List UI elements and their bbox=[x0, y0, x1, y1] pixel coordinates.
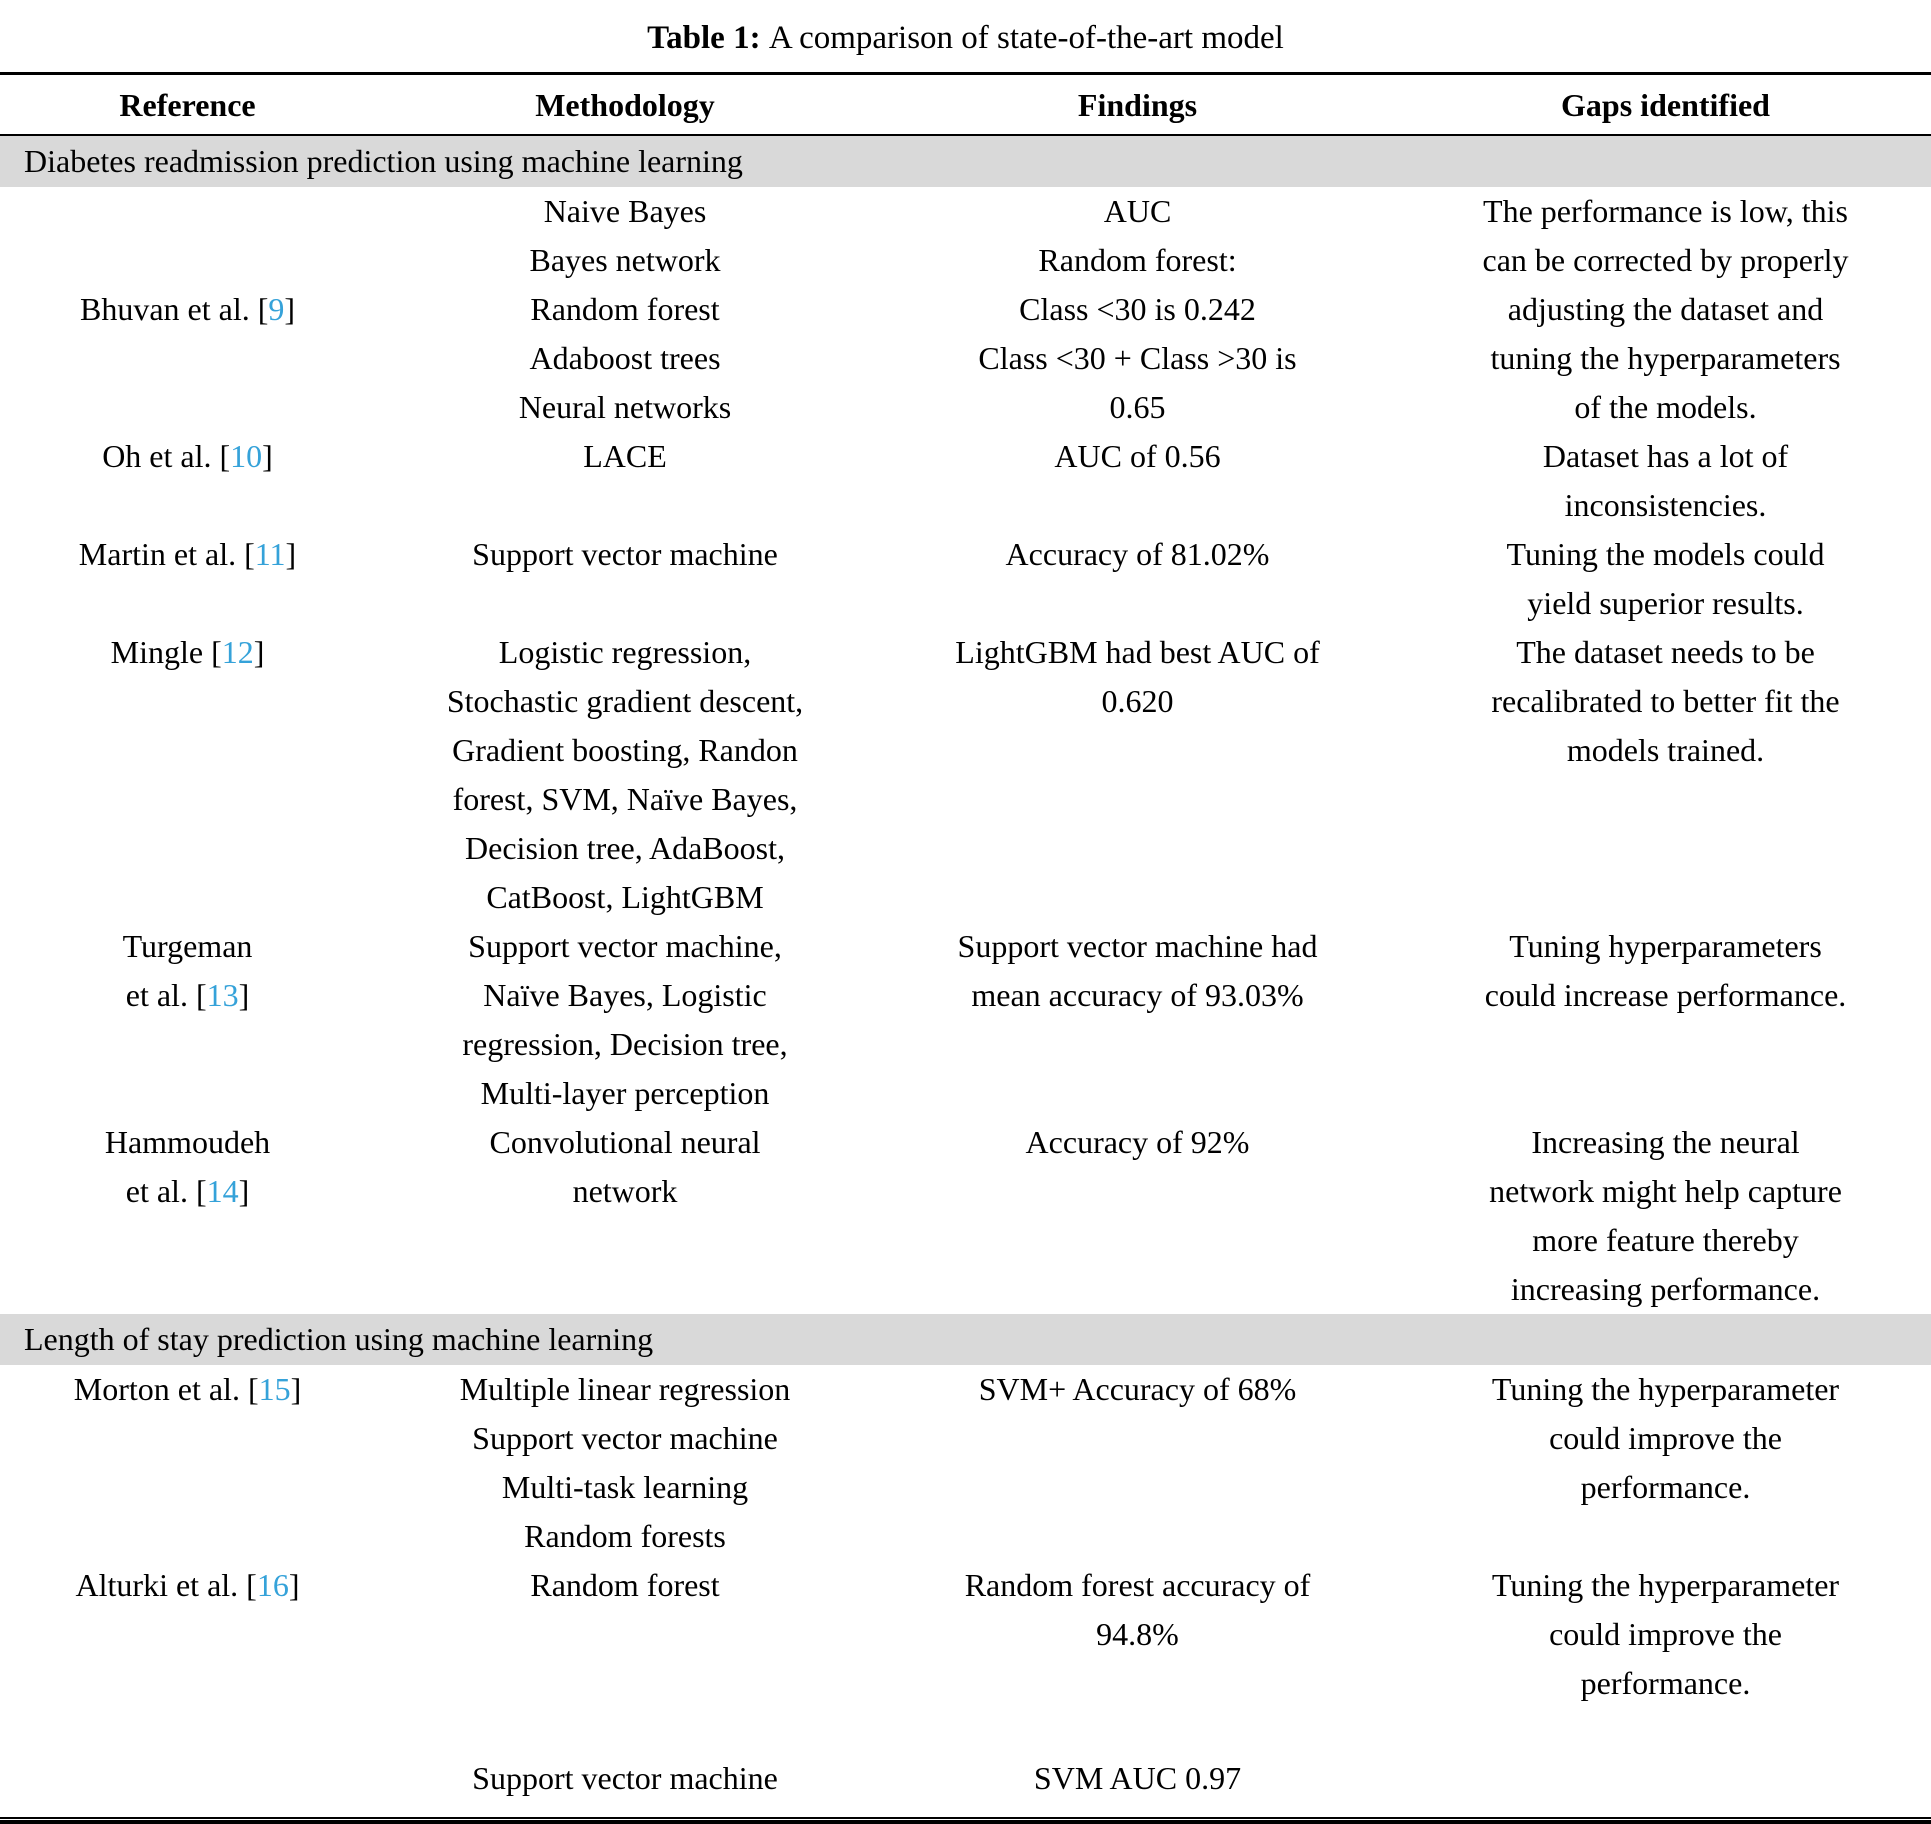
comparison-table: Reference Methodology Findings Gaps iden… bbox=[0, 72, 1931, 1817]
methodology-cell: Multiple linear regression Support vector… bbox=[459, 1371, 791, 1554]
citation-number[interactable]: 10 bbox=[230, 438, 263, 474]
section-heading: Diabetes readmission prediction using ma… bbox=[0, 135, 1931, 187]
gaps-cell: Tuning the hyperparameter could improve t… bbox=[1491, 1371, 1840, 1505]
column-header-reference: Reference bbox=[0, 73, 375, 136]
reference-cell: Mingle [12] bbox=[110, 634, 265, 670]
reference-cell: Morton et al. [15] bbox=[73, 1371, 302, 1407]
reference-cell: Oh et al. [10] bbox=[102, 438, 273, 474]
gaps-cell: Tuning the models could yield superior re… bbox=[1506, 536, 1825, 621]
table-header: Reference Methodology Findings Gaps iden… bbox=[0, 73, 1931, 136]
findings-cell: AUC of 0.56 bbox=[1054, 438, 1221, 474]
methodology-cell: Naive Bayes Bayes network Random forest Ada… bbox=[518, 193, 732, 425]
findings-cell: AUC Random forest: Class <30 is 0.242 Class… bbox=[978, 193, 1297, 425]
findings-cell: LightGBM had best AUC of 0.620 bbox=[955, 634, 1320, 719]
table-row: Morton et al. [15] Multiple linear regres… bbox=[0, 1365, 1931, 1561]
gaps-cell: Increasing the neural network might help … bbox=[1489, 1124, 1842, 1307]
citation-number[interactable]: 9 bbox=[268, 291, 285, 327]
citation-number[interactable]: 15 bbox=[258, 1371, 291, 1407]
table-row: Oh et al. [10] LACE AUC of 0.56 Dataset has… bbox=[0, 432, 1931, 530]
citation-number[interactable]: 12 bbox=[221, 634, 254, 670]
citation-number[interactable]: 11 bbox=[254, 536, 286, 572]
reference-cell: Hammoudeh et al. [14] bbox=[104, 1124, 271, 1209]
gaps-cell: The dataset needs to be recalibrated to b… bbox=[1491, 634, 1840, 768]
methodology-cell: Random forest bbox=[530, 1567, 720, 1603]
findings-cell: SVM+ Accuracy of 68% bbox=[978, 1371, 1297, 1407]
section-row: Length of stay prediction using machine … bbox=[0, 1314, 1931, 1365]
findings-cell: Random forest accuracy of 94.8% bbox=[964, 1567, 1311, 1652]
citation-number[interactable]: 16 bbox=[256, 1567, 289, 1603]
header-row: Reference Methodology Findings Gaps iden… bbox=[0, 73, 1931, 136]
table-caption: Table 1: A comparison of state-of-the-ar… bbox=[0, 6, 1931, 72]
table-row: Mingle [12] Logistic regression, Stochasti… bbox=[0, 628, 1931, 922]
methodology-cell: Support vector machine bbox=[472, 1760, 778, 1796]
methodology-cell: Convolutional neural network bbox=[489, 1124, 761, 1209]
table-bottom-rule bbox=[0, 1817, 1931, 1824]
gaps-cell: Tuning the hyperparameter could improve t… bbox=[1491, 1567, 1840, 1701]
reference-cell: Bhuvan et al. [9] bbox=[79, 291, 296, 327]
table-body: Diabetes readmission prediction using ma… bbox=[0, 135, 1931, 1817]
gaps-cell bbox=[1400, 1708, 1931, 1817]
reference-cell: Turgeman et al. [13] bbox=[122, 928, 253, 1013]
methodology-cell: Support vector machine bbox=[472, 536, 778, 572]
table-row: Turgeman et al. [13] Support vector machin… bbox=[0, 922, 1931, 1118]
table-row: Bhuvan et al. [9] Naive Bayes Bayes networ… bbox=[0, 187, 1931, 432]
table-row: Alturki et al. [16] Random forest Random f… bbox=[0, 1561, 1931, 1708]
citation-number[interactable]: 14 bbox=[206, 1173, 239, 1209]
table-row: Hammoudeh et al. [14] Convolutional neural… bbox=[0, 1118, 1931, 1314]
methodology-cell: LACE bbox=[583, 438, 667, 474]
column-header-methodology: Methodology bbox=[375, 73, 875, 136]
column-header-findings: Findings bbox=[875, 73, 1400, 136]
reference-cell: Martin et al. [11] bbox=[78, 536, 297, 572]
citation-number[interactable]: 13 bbox=[206, 977, 239, 1013]
section-row: Diabetes readmission prediction using ma… bbox=[0, 135, 1931, 187]
reference-cell bbox=[0, 1708, 375, 1817]
gaps-cell: The performance is low, this can be corre… bbox=[1482, 193, 1849, 425]
column-header-gaps: Gaps identified bbox=[1400, 73, 1931, 136]
gaps-cell: Tuning hyperparameters could increase per… bbox=[1484, 928, 1847, 1013]
methodology-cell: Logistic regression, Stochastic gradient … bbox=[446, 634, 804, 915]
section-heading: Length of stay prediction using machine … bbox=[0, 1314, 1931, 1365]
table-caption-label: Table 1: bbox=[647, 20, 769, 56]
findings-cell: Accuracy of 92% bbox=[1025, 1124, 1250, 1160]
table-caption-text: A comparison of state-of-the-art model bbox=[768, 20, 1284, 56]
table-row: Support vector machine SVM AUC 0.97 bbox=[0, 1708, 1931, 1817]
findings-cell: Accuracy of 81.02% bbox=[1005, 536, 1270, 572]
findings-cell: Support vector machine had mean accuracy … bbox=[957, 928, 1318, 1013]
reference-cell: Alturki et al. [16] bbox=[75, 1567, 300, 1603]
findings-cell: SVM AUC 0.97 bbox=[1033, 1760, 1242, 1796]
methodology-cell: Support vector machine, Naïve Bayes, Logi… bbox=[462, 928, 788, 1111]
gaps-cell: Dataset has a lot of inconsistencies. bbox=[1542, 438, 1789, 523]
table-row: Martin et al. [11] Support vector machine… bbox=[0, 530, 1931, 628]
